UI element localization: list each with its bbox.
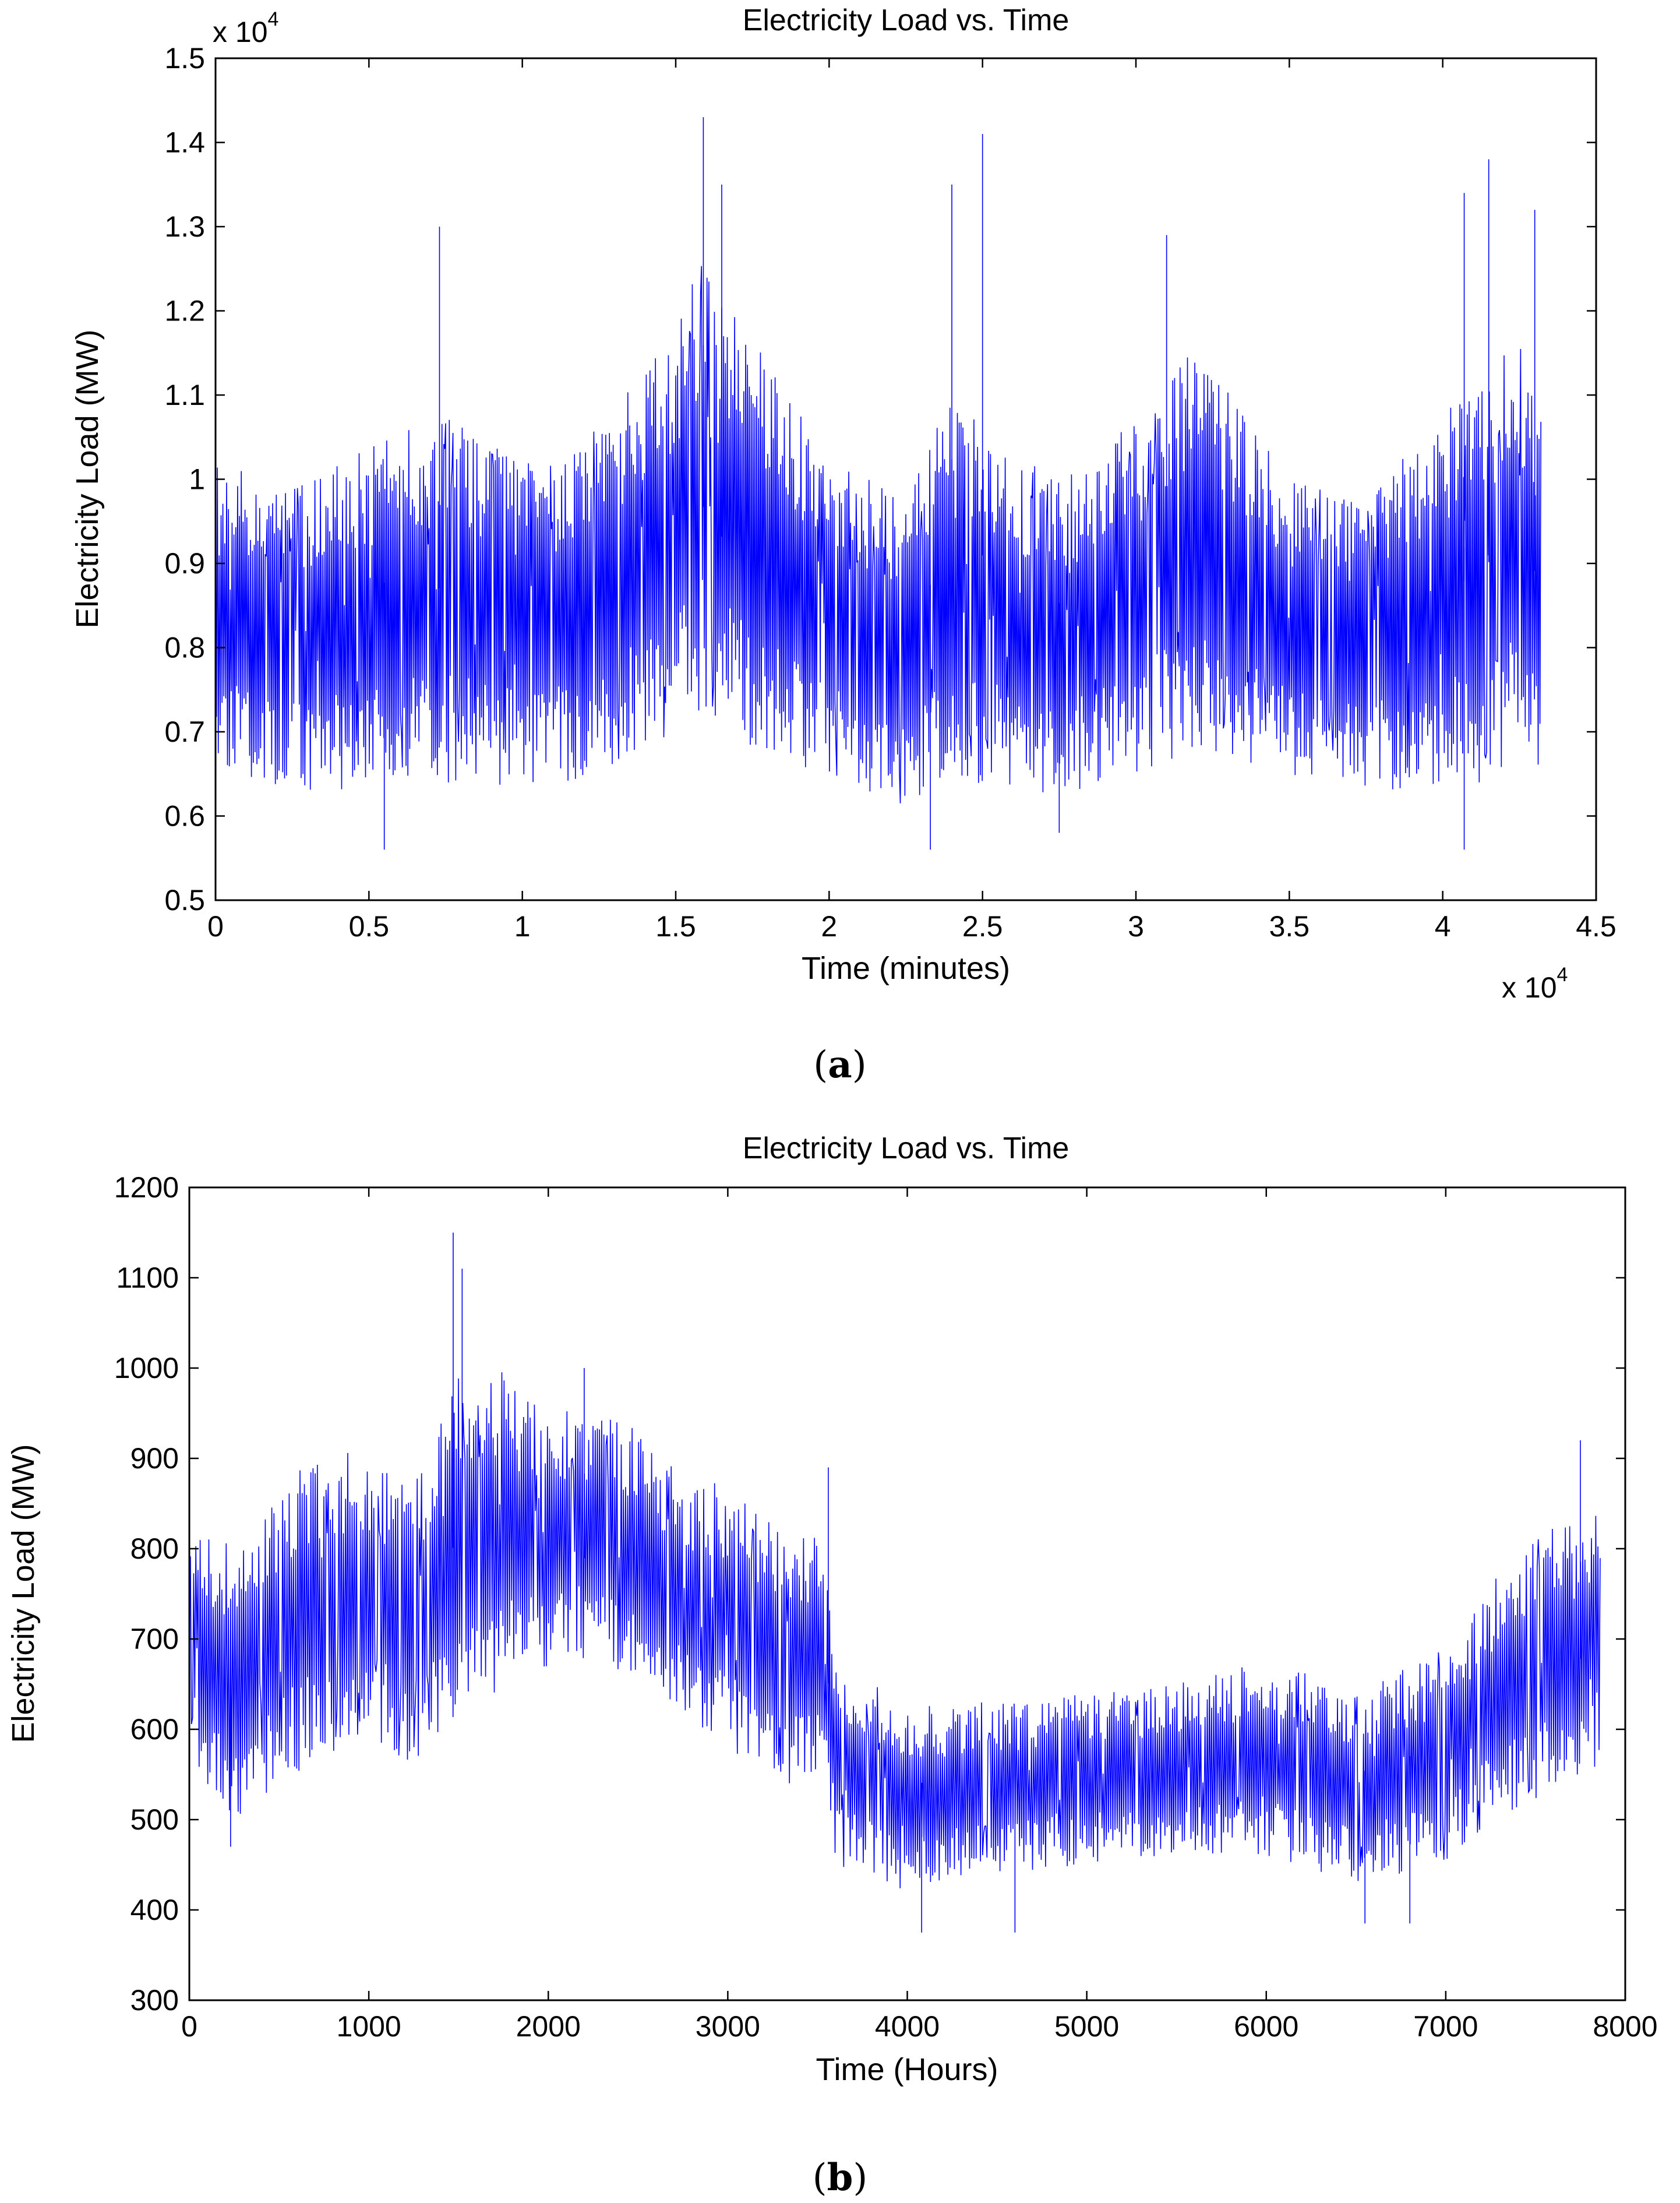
chart-a-frame: [214, 57, 1597, 901]
y-tick-label: 1: [189, 463, 205, 496]
x-tick-label: 4000: [875, 2010, 940, 2043]
x-tick-label: 0: [207, 910, 224, 943]
y-tick-label: 1.5: [164, 42, 205, 75]
y-tick-label: 1.3: [164, 210, 205, 243]
x-tick-label: 4: [1435, 910, 1451, 943]
y-tick-label: 800: [130, 1532, 179, 1565]
chart-a-xlabel: Time (minutes): [802, 951, 1010, 986]
x-tick-label: 5000: [1054, 2010, 1119, 2043]
chart-b-xlabel: Time (Hours): [816, 2052, 998, 2087]
x-tick-label: 0: [181, 2010, 197, 2043]
chart-b-title: Electricity Load vs. Time: [743, 1132, 1070, 1165]
series-line: [189, 1372, 1601, 1888]
y-tick-label: 1.2: [164, 295, 205, 327]
chart-a-ylabel: Electricity Load (MW): [70, 329, 105, 628]
y-tick-label: 500: [130, 1803, 179, 1836]
y-tick-label: 1200: [114, 1171, 179, 1204]
x-tick-label: 3: [1128, 910, 1144, 943]
y-tick-label: 0.9: [164, 547, 205, 580]
x-tick-label: 8000: [1593, 2010, 1657, 2043]
chart-a-y-multiplier: x 104: [213, 8, 278, 48]
y-tick-label: 0.8: [164, 632, 205, 664]
x-tick-label: 3000: [696, 2010, 760, 2043]
x-tick-label: 4.5: [1576, 910, 1617, 943]
caption-a: (a): [813, 1043, 867, 1087]
caption-b: (b): [812, 2156, 868, 2200]
y-tick-label: 1.1: [164, 379, 205, 411]
x-tick-label: 2.5: [962, 910, 1003, 943]
x-tick-label: 1.5: [655, 910, 696, 943]
chart-b: 0 1000 2000 3000 4000 5000 6000 7000 8000 300 400 5…: [6, 1132, 1658, 2087]
x-tick-label: 2: [821, 910, 837, 943]
y-tick-label: 0.6: [164, 800, 205, 833]
chart-a-series: [215, 117, 1541, 850]
x-tick-label: 1000: [337, 2010, 401, 2043]
y-tick-label: 600: [130, 1713, 179, 1746]
y-tick-label: 900: [130, 1442, 179, 1475]
chart-b-ticks: 0 1000 2000 3000 4000 5000 6000 7000 8000 300 400 5…: [114, 1171, 1658, 2043]
y-tick-label: 0.5: [164, 884, 205, 917]
x-tick-label: 0.5: [349, 910, 390, 943]
chart-a-x-multiplier: x 104: [1502, 964, 1568, 1002]
chart-a: 0 0.5 1 1.5 2 2.5 3 3.5 4 4.50.50.60.70.80.911.11…: [70, 3, 1617, 1002]
x-tick-label: 1: [514, 910, 531, 943]
x-tick-label: 7000: [1413, 2010, 1478, 2043]
chart-a-ticks: 0 0.5 1 1.5 2 2.5 3 3.5 4 4.50.50.60.70.80.911.11…: [164, 42, 1616, 943]
series-line: [215, 266, 1541, 803]
y-tick-label: 700: [130, 1623, 179, 1655]
chart-a-title: Electricity Load vs. Time: [743, 3, 1070, 37]
y-tick-label: 1000: [114, 1352, 179, 1384]
y-tick-label: 1.4: [164, 126, 205, 159]
x-tick-label: 6000: [1234, 2010, 1298, 2043]
y-tick-label: 1100: [116, 1261, 179, 1294]
x-tick-label: 2000: [516, 2010, 581, 2043]
chart-b-series: [189, 1232, 1601, 1933]
y-tick-label: 400: [130, 1894, 179, 1926]
chart-b-ylabel: Electricity Load (MW): [6, 1444, 41, 1743]
x-tick-label: 3.5: [1269, 910, 1310, 943]
y-tick-label: 0.7: [164, 715, 205, 748]
y-tick-label: 300: [130, 1984, 179, 2017]
